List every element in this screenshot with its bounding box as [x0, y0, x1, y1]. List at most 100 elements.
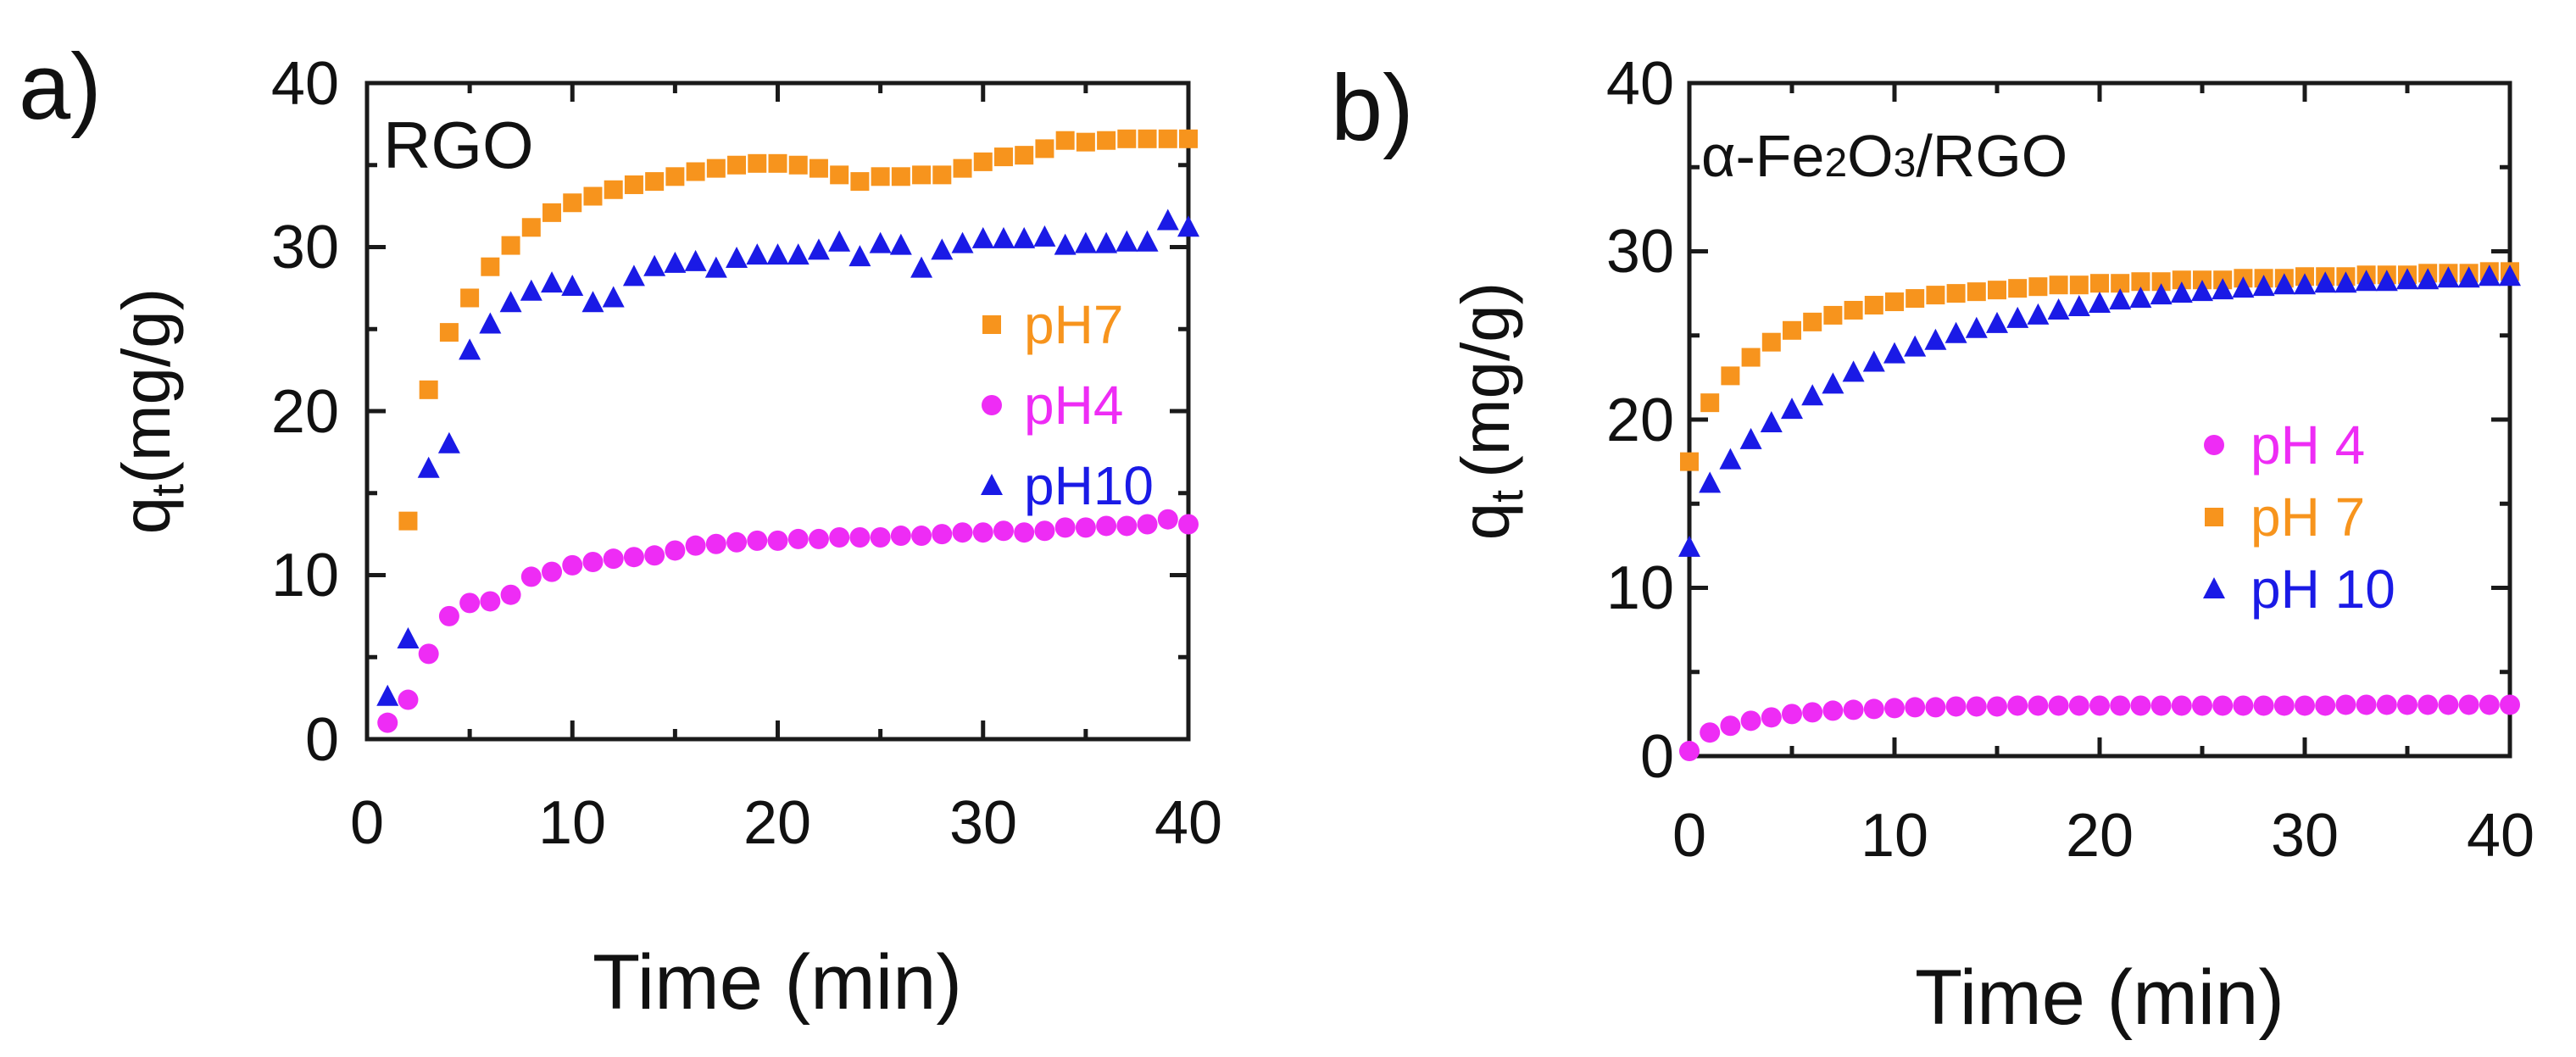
data-point-ph4 — [1054, 517, 1076, 538]
data-point-ph4 — [500, 584, 521, 605]
data-point-ph7 — [624, 175, 643, 194]
y-tick-label: 10 — [271, 542, 339, 609]
data-point-ph7 — [1946, 284, 1966, 303]
data-point-ph7 — [788, 155, 808, 175]
x-tick-label: 40 — [1154, 789, 1222, 857]
data-point-ph4 — [787, 528, 809, 549]
data-point-ph10 — [848, 245, 871, 267]
y-tick-label: 30 — [1606, 218, 1674, 286]
y-label-q: q — [1448, 503, 1523, 541]
data-point-ph4 — [1720, 715, 1741, 737]
data-point-ph7 — [1988, 281, 2006, 300]
panel-a-label: a) — [19, 35, 102, 139]
data-point-ph10 — [807, 238, 830, 260]
data-point-ph10 — [520, 279, 542, 301]
y-label-unit: (mg/g) — [1448, 282, 1523, 478]
data-point-ph4 — [2171, 695, 2192, 716]
data-point-ph10 — [2478, 264, 2501, 287]
data-point-ph7 — [1138, 129, 1157, 148]
y-tick-label: 40 — [271, 50, 339, 118]
x-tick-label: 20 — [743, 789, 811, 857]
data-point-ph7 — [419, 380, 438, 399]
data-point-ph10 — [787, 243, 810, 265]
data-point-ph4 — [418, 643, 439, 665]
data-point-ph7 — [439, 323, 459, 342]
data-point-ph4 — [932, 524, 953, 545]
data-point-ph10 — [746, 243, 769, 265]
data-point-ph10 — [910, 256, 933, 278]
legend-label-ph10: pH10 — [1024, 455, 1154, 516]
data-point-ph4 — [665, 540, 686, 561]
legend-label-ph4: pH 4 — [2251, 414, 2365, 476]
panel-b-y-tick-labels: 0 10 20 30 40 — [1606, 50, 1674, 791]
data-point-ph4 — [480, 591, 501, 612]
data-point-ph7 — [2131, 272, 2150, 292]
data-point-ph7 — [521, 218, 541, 237]
y-tick-label: 0 — [1640, 723, 1674, 791]
data-point-ph4 — [398, 689, 419, 710]
data-point-ph4 — [1679, 741, 1700, 762]
data-point-ph7 — [686, 162, 705, 181]
data-point-ph10 — [459, 338, 481, 360]
inset-title-alpha: α — [1701, 123, 1735, 189]
data-point-ph4 — [2356, 694, 2377, 715]
x-tick-label: 10 — [538, 789, 606, 857]
data-point-ph7 — [1864, 296, 1883, 315]
data-point-ph4 — [2068, 695, 2089, 716]
data-point-ph10 — [581, 291, 604, 313]
data-point-ph4 — [2212, 695, 2234, 716]
y-label-unit: (mg/g) — [108, 288, 184, 484]
legend-marker-ph7 — [2205, 508, 2223, 526]
data-point-ph7 — [2111, 274, 2130, 293]
legend-label-ph7: pH 7 — [2251, 487, 2365, 548]
data-point-ph10 — [2191, 280, 2213, 302]
data-point-ph4 — [1157, 509, 1178, 530]
data-point-ph10 — [2089, 292, 2111, 314]
data-point-ph10 — [2457, 266, 2480, 288]
data-point-ph7 — [1823, 305, 1843, 325]
data-point-ph10 — [1177, 215, 1199, 237]
data-point-ph4 — [2130, 695, 2151, 716]
data-point-ph7 — [1761, 332, 1781, 352]
panel-b-y-axis-label: qt (mg/g) — [1448, 282, 1533, 541]
data-point-ph10 — [1945, 321, 1967, 343]
data-point-ph4 — [1945, 696, 1967, 717]
data-point-ph4 — [2110, 695, 2131, 716]
legend-marker-ph4 — [2204, 435, 2224, 455]
data-point-ph4 — [2458, 694, 2479, 715]
data-point-ph10 — [541, 271, 564, 293]
data-point-ph7 — [953, 159, 972, 178]
inset-title-sub1: 2 — [1824, 141, 1847, 186]
data-point-ph7 — [665, 167, 685, 186]
data-point-ph4 — [747, 530, 768, 551]
data-point-ph7 — [830, 165, 849, 185]
data-point-ph10 — [2499, 264, 2521, 287]
data-point-ph10 — [2252, 275, 2275, 297]
data-point-ph7 — [2090, 274, 2109, 293]
data-point-ph7 — [1803, 312, 1822, 331]
data-point-ph7 — [1844, 300, 1863, 320]
data-point-ph4 — [1966, 696, 1987, 717]
data-point-ph10 — [622, 264, 645, 287]
data-point-ph10 — [1904, 335, 1927, 357]
data-point-ph7 — [1035, 139, 1054, 159]
data-point-ph7 — [1076, 132, 1095, 152]
data-point-ph7 — [1158, 129, 1177, 148]
data-point-ph10 — [417, 456, 440, 478]
data-point-ph7 — [912, 165, 932, 185]
data-point-ph7 — [1179, 129, 1198, 148]
legend-marker-ph4 — [982, 395, 1002, 415]
inset-title-sub2: 3 — [1894, 141, 1917, 186]
data-point-ph4 — [726, 531, 748, 553]
data-point-ph4 — [438, 605, 459, 626]
data-point-ph4 — [2479, 694, 2500, 715]
data-point-ph10 — [704, 256, 727, 278]
panel-a-inset-title: RGO — [383, 108, 534, 182]
data-point-ph4 — [2150, 695, 2172, 716]
panel-a-axis-ticks — [364, 81, 1191, 742]
data-point-ph7 — [2172, 270, 2191, 290]
data-point-ph10 — [2212, 278, 2234, 300]
panel-b-x-axis-label: Time (min) — [1915, 954, 2284, 1041]
data-point-ph4 — [562, 554, 583, 576]
y-label-q: q — [108, 497, 184, 535]
